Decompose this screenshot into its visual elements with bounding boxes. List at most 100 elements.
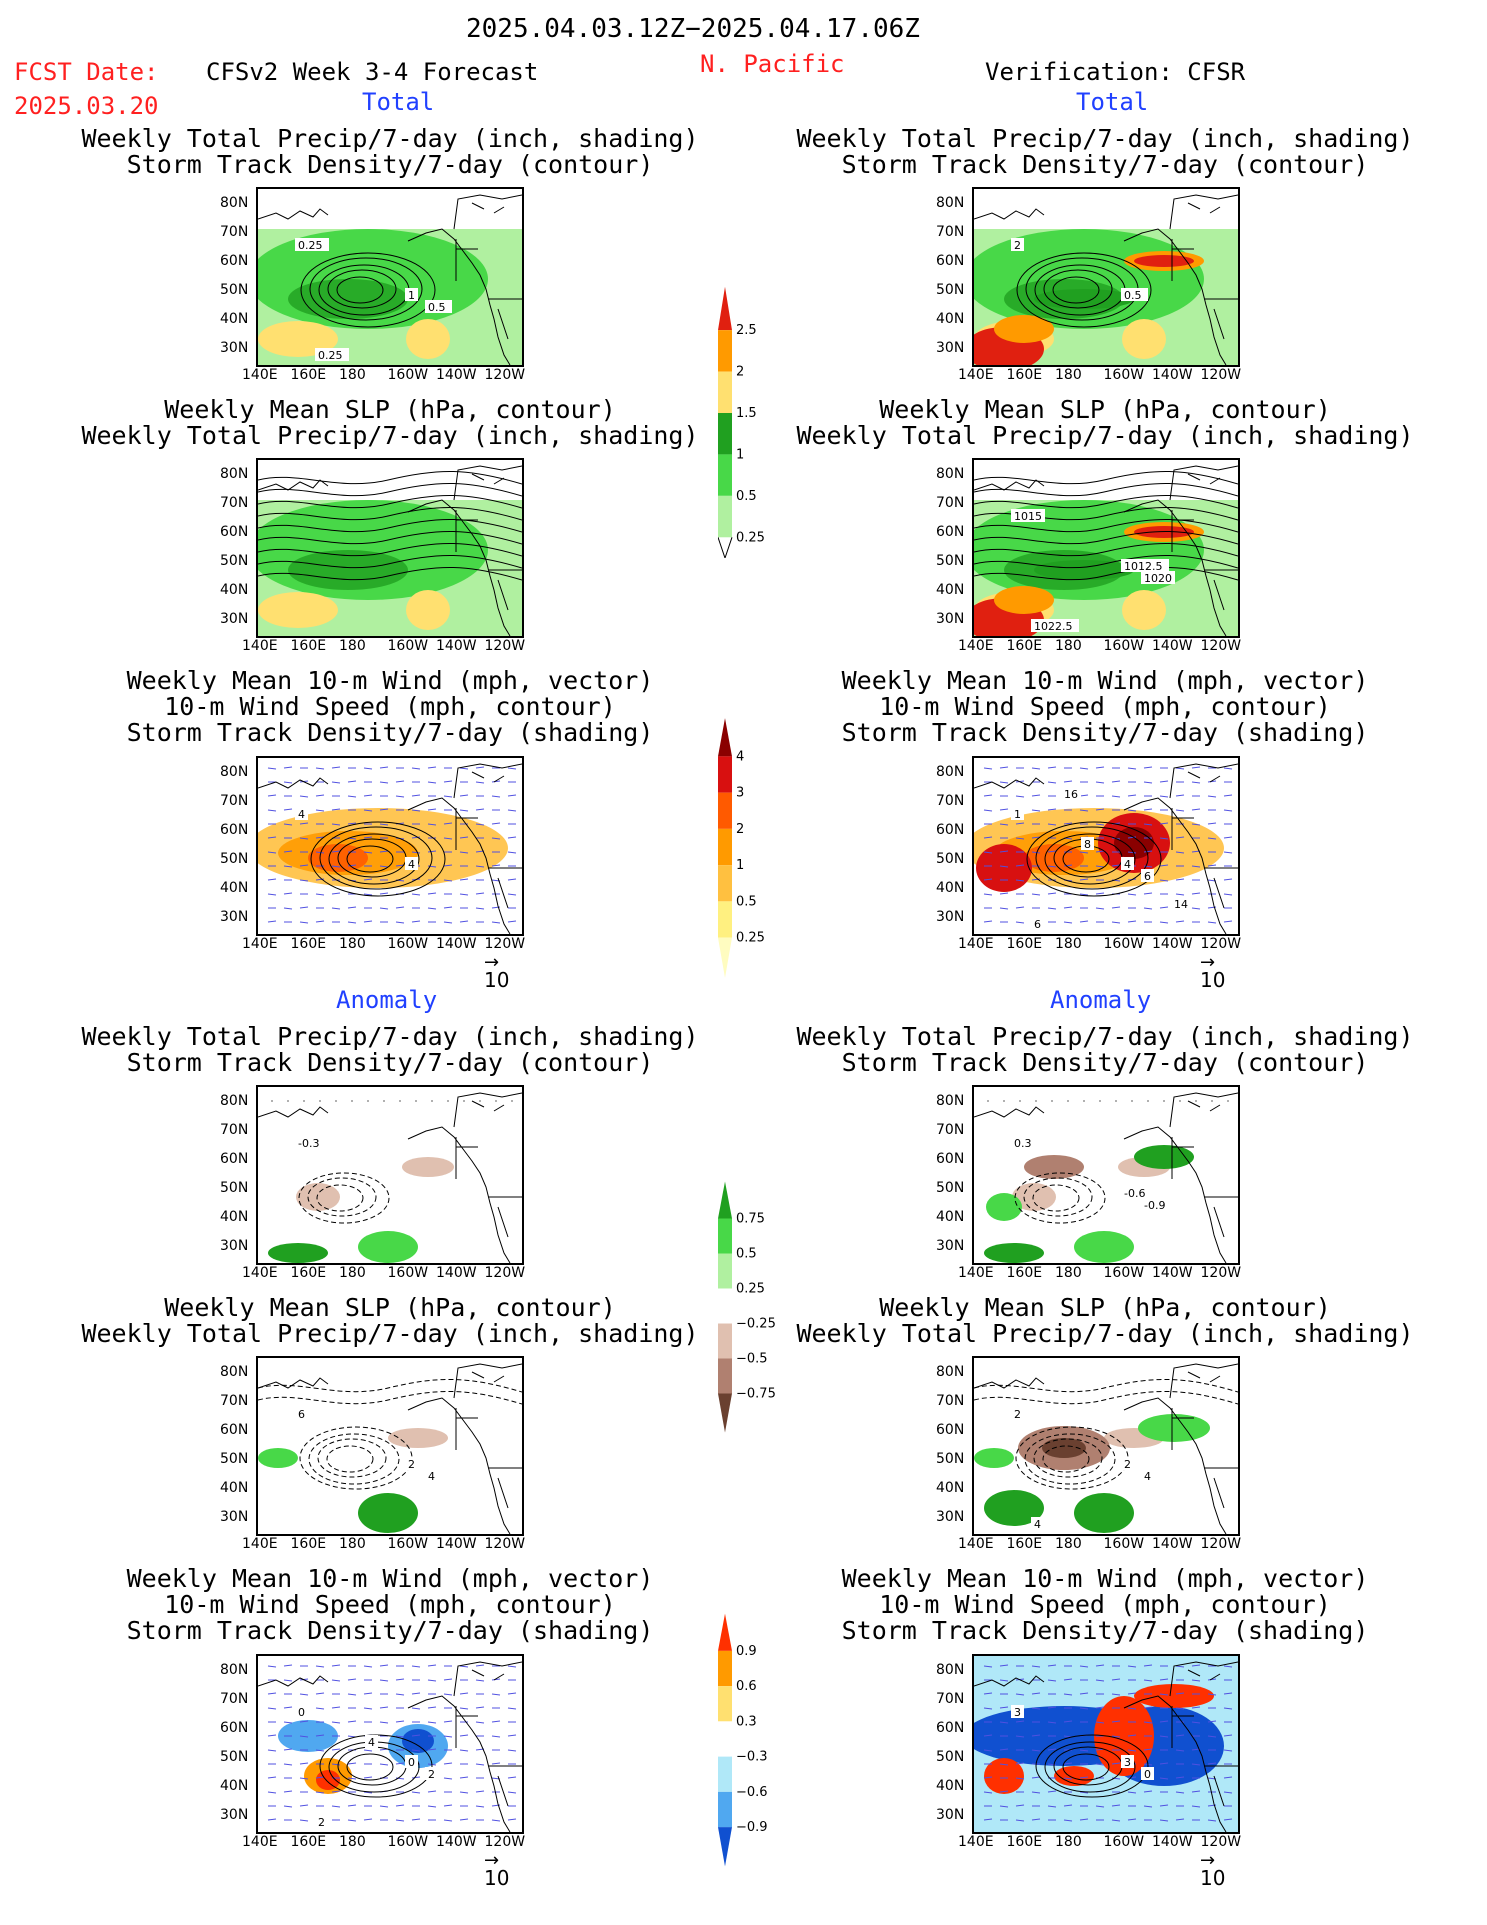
lat-tick-label: 40N: [220, 311, 249, 327]
lon-tick-label: 140E: [958, 367, 994, 383]
contour-label: 0.25: [298, 239, 323, 252]
contour-label-bg: [405, 1457, 418, 1470]
contour-label-bg: [1031, 917, 1044, 930]
contour-label: 1: [1014, 808, 1021, 821]
lon-tick-label: 160W: [387, 1536, 429, 1552]
lon-tick-label: 120W: [484, 936, 526, 952]
lon-tick-label: 160W: [1103, 1834, 1145, 1850]
contour-label-bg: [405, 1755, 418, 1768]
map-canvas: 330: [974, 1656, 1238, 1832]
shade-region: [1024, 1155, 1084, 1179]
contour-label: 4: [1034, 1518, 1041, 1531]
shade-region: [1012, 1183, 1056, 1211]
shade-region: [288, 550, 408, 590]
contour-label-bg: [295, 238, 329, 251]
lon-tick-label: 160W: [1103, 1265, 1145, 1281]
lat-tick-label: 70N: [220, 793, 249, 809]
contour-lines: [310, 821, 446, 897]
contour-label-bg: [1011, 1705, 1024, 1718]
lon-tick-label: 140W: [436, 638, 477, 654]
lat-tick-label: 50N: [936, 282, 965, 298]
lon-tick-label: 160E: [290, 367, 327, 383]
contour-label-bg: [1081, 837, 1094, 850]
contour-label-bg: [1171, 897, 1191, 910]
colorbar-precip-total: 2.5 2 1.5 1 0.5 0.25: [717, 268, 778, 562]
contour-label: 1: [408, 289, 415, 302]
colorbar-segment: [718, 756, 732, 793]
colorbar-segment: [718, 371, 732, 413]
contour-label: 4: [368, 1736, 375, 1749]
contour-lines: [974, 1379, 1238, 1405]
shade-region: [1042, 1438, 1086, 1458]
lon-tick-label: 160W: [387, 1834, 429, 1850]
lon-tick-label: 180: [1055, 638, 1082, 654]
fcst-date-label: FCST Date:: [14, 58, 159, 86]
map-canvas: 0.3 -0.6-0.9: [974, 1092, 1238, 1263]
lat-tick-label: 30N: [220, 340, 249, 356]
lon-tick-label: 160E: [290, 638, 327, 654]
lat-tick-label: 80N: [220, 466, 249, 482]
colorbar-segment: [718, 330, 732, 372]
lat-tick-label: 60N: [220, 1151, 249, 1167]
colorbar-label: −0.25: [736, 1317, 776, 1332]
lon-tick-label: 160E: [1006, 1265, 1043, 1281]
map-ob-total-precip: 2 0.5: [972, 187, 1240, 367]
lon-tick-label: 120W: [484, 1834, 526, 1850]
colorbar-segment: [718, 792, 732, 829]
lat-tick-label: 50N: [936, 851, 965, 867]
colorbar-label: 4: [736, 749, 744, 764]
lon-tick-label: 140W: [1152, 1834, 1193, 1850]
coastline: [974, 1661, 1238, 1832]
lon-tick-label: 160E: [1006, 936, 1043, 952]
lon-tick-label: 160E: [1006, 1536, 1043, 1552]
lon-tick-label: 140W: [1152, 936, 1193, 952]
lon-tick-label: 140E: [242, 1265, 278, 1281]
section-anomaly-left: Anomaly: [336, 986, 438, 1014]
lon-tick-label: 180: [1055, 1536, 1082, 1552]
contour-label: -0.9: [1144, 1199, 1165, 1212]
colorbar-segment: [718, 718, 732, 757]
lon-tick-label: 180: [339, 936, 366, 952]
contour-label: 4: [408, 858, 415, 871]
shade-region: [316, 1770, 340, 1790]
colorbar-segment: [718, 901, 732, 938]
lon-tick-label: 120W: [1200, 936, 1242, 952]
lat-tick-label: 30N: [220, 611, 249, 627]
map-ob-total-wind: 1 4 6 6 8 14 16: [972, 756, 1240, 936]
colorbar-label: 1: [736, 858, 744, 873]
shade-region: [1134, 1684, 1214, 1708]
shade-region: [984, 1490, 1044, 1526]
map-fc-anom-precip: -0.3: [256, 1085, 524, 1265]
lon-tick-label: 160W: [387, 367, 429, 383]
colorbar-segment: [718, 1323, 732, 1359]
shade-region: [1114, 827, 1154, 859]
lat-tick-label: 60N: [936, 1151, 965, 1167]
map-canvas: -0.3: [258, 1092, 522, 1263]
contour-label-bg: [1031, 1517, 1044, 1530]
contour-label-bg: [1121, 857, 1134, 870]
vector-reference-fc-total: → 10: [484, 952, 510, 993]
lat-tick-label: 50N: [220, 1749, 249, 1765]
wind-vectors: [267, 766, 517, 924]
contour-label: 0: [298, 1706, 305, 1719]
contour-lines: [298, 1172, 390, 1224]
lat-tick-label: 60N: [936, 1422, 965, 1438]
colorbar-label: 0.5: [736, 489, 757, 504]
coastline: [258, 1661, 522, 1832]
lon-tick-label: 120W: [1200, 1265, 1242, 1281]
lon-tick-label: 140E: [242, 1834, 278, 1850]
shade-region: [986, 1193, 1022, 1221]
shade-region: [1034, 289, 1134, 309]
lat-tick-label: 30N: [936, 909, 965, 925]
coastline: [974, 1363, 1238, 1534]
lon-tick-label: 140E: [242, 1536, 278, 1552]
lat-tick-label: 60N: [936, 1720, 965, 1736]
lat-tick-label: 60N: [220, 524, 249, 540]
lon-tick-label: 160E: [290, 1265, 327, 1281]
map-fc-total-slp: [256, 458, 524, 638]
lat-tick-label: 30N: [220, 909, 249, 925]
shade-region: [278, 1720, 338, 1752]
lon-tick-label: 160E: [290, 936, 327, 952]
